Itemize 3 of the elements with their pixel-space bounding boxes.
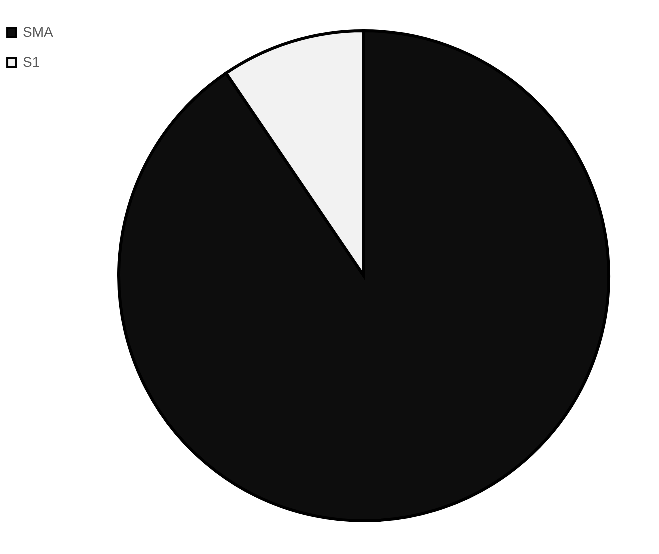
pie-slice xyxy=(118,30,610,522)
legend-label: S1 xyxy=(23,54,40,70)
legend-label: SMA xyxy=(23,24,54,40)
